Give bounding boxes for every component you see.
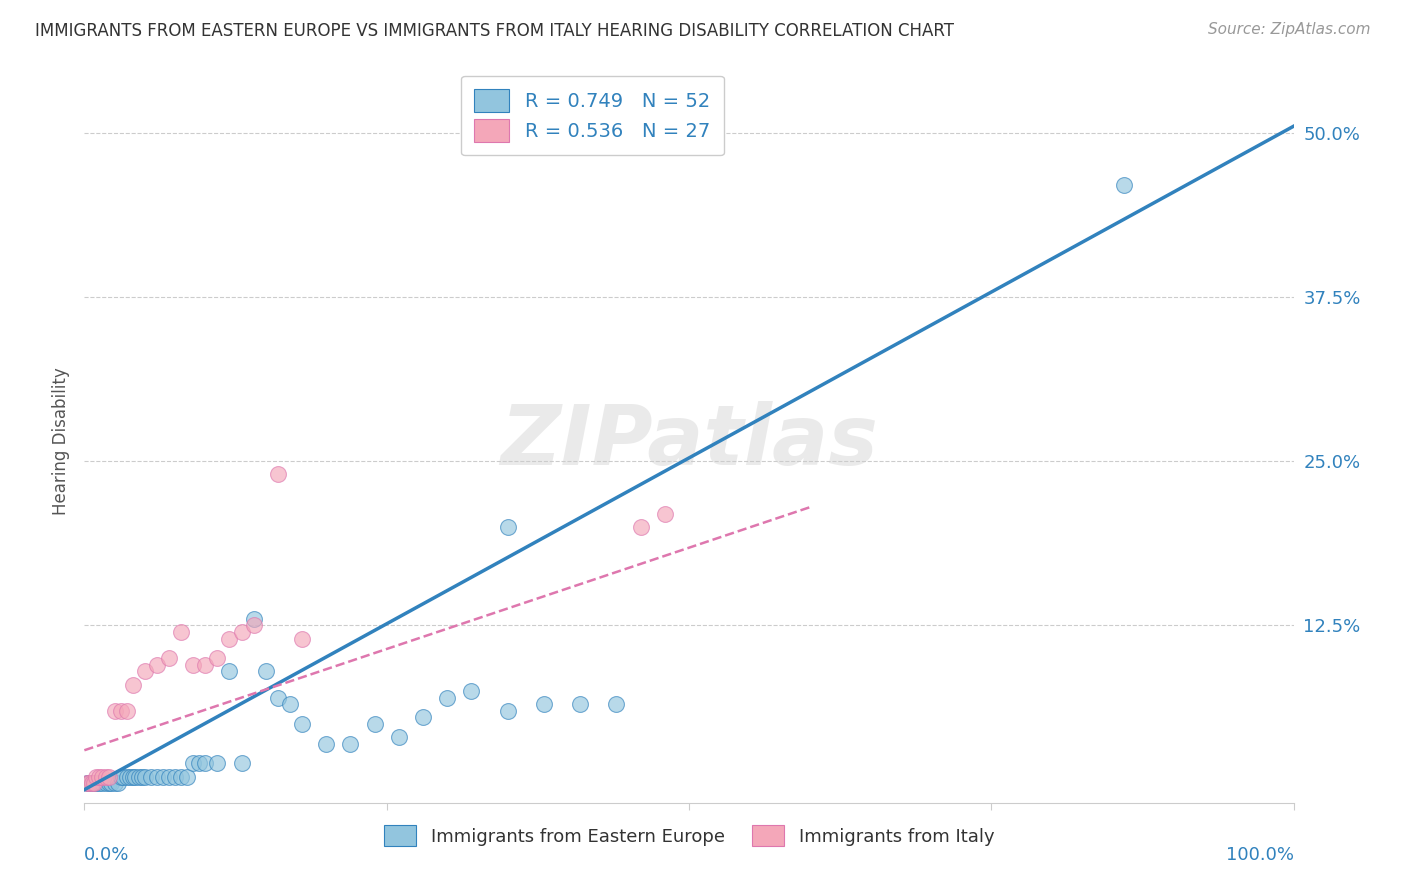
Point bbox=[131, 770, 153, 784]
Point bbox=[194, 756, 217, 771]
Point bbox=[218, 665, 240, 679]
Point bbox=[630, 520, 652, 534]
Y-axis label: Hearing Disability: Hearing Disability bbox=[52, 368, 70, 516]
Point bbox=[83, 776, 105, 790]
Point bbox=[605, 698, 627, 712]
Point bbox=[139, 770, 162, 784]
Point bbox=[315, 737, 337, 751]
Point bbox=[87, 776, 110, 790]
Point bbox=[1114, 178, 1136, 193]
Point bbox=[278, 698, 301, 712]
Point bbox=[86, 776, 108, 790]
Point bbox=[121, 770, 143, 784]
Point bbox=[176, 770, 198, 784]
Point bbox=[157, 770, 180, 784]
Point bbox=[104, 704, 127, 718]
Point bbox=[76, 776, 98, 790]
Point bbox=[291, 717, 314, 731]
Point bbox=[170, 625, 193, 640]
Point bbox=[496, 704, 519, 718]
Point bbox=[242, 618, 264, 632]
Point bbox=[128, 770, 150, 784]
Point bbox=[267, 690, 290, 705]
Text: Source: ZipAtlas.com: Source: ZipAtlas.com bbox=[1208, 22, 1371, 37]
Point bbox=[80, 776, 103, 790]
Point bbox=[91, 770, 114, 784]
Point bbox=[194, 657, 217, 672]
Point bbox=[231, 625, 253, 640]
Point bbox=[115, 704, 138, 718]
Point bbox=[112, 770, 135, 784]
Point bbox=[146, 770, 169, 784]
Point bbox=[124, 770, 146, 784]
Point bbox=[207, 756, 229, 771]
Point bbox=[388, 730, 411, 744]
Point bbox=[110, 770, 132, 784]
Point bbox=[569, 698, 592, 712]
Point bbox=[152, 770, 174, 784]
Point bbox=[134, 665, 156, 679]
Point bbox=[654, 507, 676, 521]
Point bbox=[120, 770, 142, 784]
Point bbox=[115, 770, 138, 784]
Point bbox=[134, 770, 156, 784]
Point bbox=[100, 776, 122, 790]
Point bbox=[146, 657, 169, 672]
Point bbox=[267, 467, 290, 482]
Point bbox=[77, 776, 100, 790]
Point bbox=[86, 770, 108, 784]
Point bbox=[157, 651, 180, 665]
Point bbox=[77, 776, 100, 790]
Point bbox=[254, 665, 277, 679]
Point bbox=[83, 776, 105, 790]
Text: IMMIGRANTS FROM EASTERN EUROPE VS IMMIGRANTS FROM ITALY HEARING DISABILITY CORRE: IMMIGRANTS FROM EASTERN EUROPE VS IMMIGR… bbox=[35, 22, 955, 40]
Text: 0.0%: 0.0% bbox=[84, 847, 129, 864]
Text: 100.0%: 100.0% bbox=[1226, 847, 1294, 864]
Point bbox=[207, 651, 229, 665]
Point bbox=[231, 756, 253, 771]
Point bbox=[104, 776, 127, 790]
Point bbox=[94, 776, 117, 790]
Point bbox=[339, 737, 361, 751]
Point bbox=[533, 698, 555, 712]
Point bbox=[91, 776, 114, 790]
Point bbox=[242, 612, 264, 626]
Point bbox=[97, 770, 120, 784]
Point bbox=[110, 704, 132, 718]
Point bbox=[181, 756, 204, 771]
Point bbox=[76, 776, 98, 790]
Point bbox=[218, 632, 240, 646]
Point bbox=[170, 770, 193, 784]
Point bbox=[107, 776, 129, 790]
Point bbox=[496, 520, 519, 534]
Point bbox=[80, 776, 103, 790]
Point bbox=[87, 770, 110, 784]
Point bbox=[363, 717, 385, 731]
Point bbox=[436, 690, 458, 705]
Point bbox=[97, 776, 120, 790]
Point bbox=[181, 657, 204, 672]
Point bbox=[412, 710, 434, 724]
Point bbox=[121, 677, 143, 691]
Text: ZIPatlas: ZIPatlas bbox=[501, 401, 877, 482]
Point bbox=[165, 770, 187, 784]
Point bbox=[94, 770, 117, 784]
Point bbox=[188, 756, 211, 771]
Point bbox=[460, 684, 482, 698]
Legend: Immigrants from Eastern Europe, Immigrants from Italy: Immigrants from Eastern Europe, Immigran… bbox=[371, 813, 1007, 859]
Point bbox=[291, 632, 314, 646]
